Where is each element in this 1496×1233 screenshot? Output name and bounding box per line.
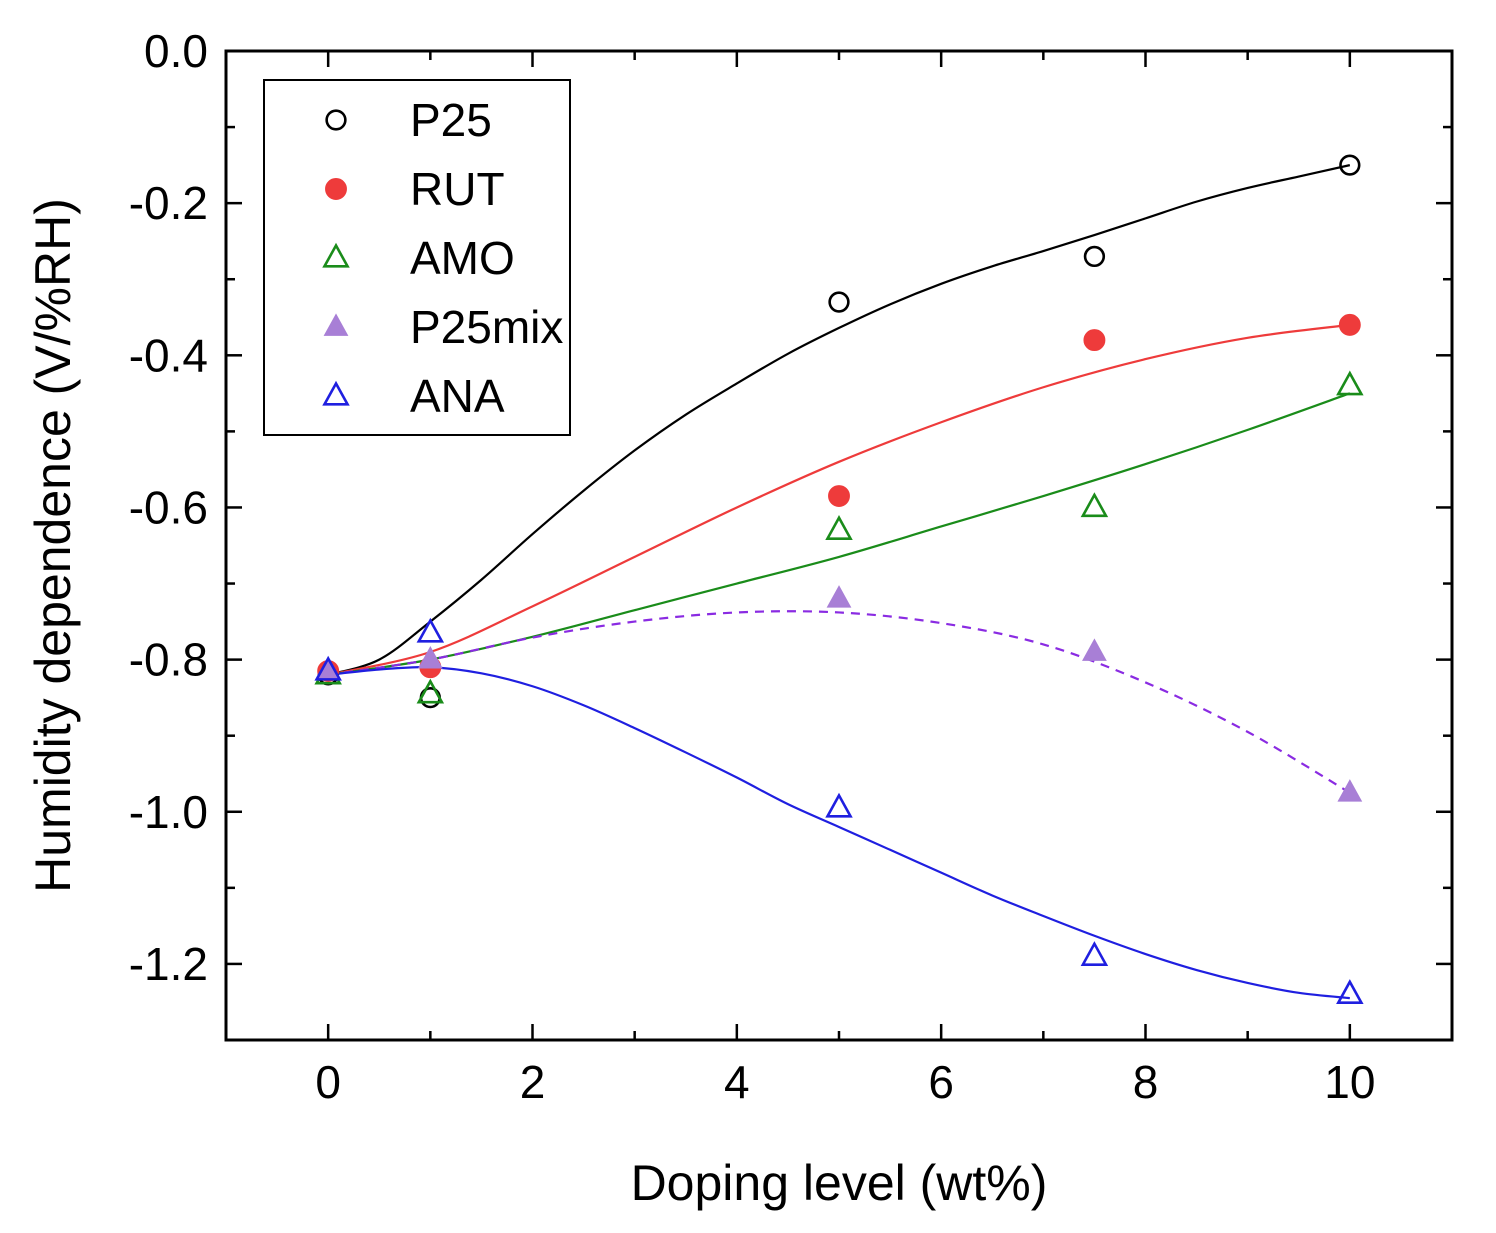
legend-item-p25: P25	[325, 94, 492, 146]
x-tick-label: 8	[1133, 1056, 1159, 1108]
point-amo	[1336, 370, 1364, 396]
y-tick-label: -0.2	[129, 177, 208, 229]
y-tick-label: -1.2	[129, 938, 208, 990]
fit-curve-ana	[328, 665, 1350, 1000]
point-ana	[825, 792, 853, 818]
legend-label-p25mix: P25mix	[410, 301, 563, 353]
legend-label-ana: ANA	[410, 370, 505, 422]
legend-marker-rut	[325, 178, 347, 200]
point-rut	[1338, 313, 1361, 336]
legend-marker-ana	[322, 380, 350, 406]
legend-label-p25: P25	[410, 94, 492, 146]
legend-marker-p25mix	[323, 313, 349, 336]
point-rut	[828, 485, 850, 507]
point-p25mix	[417, 646, 443, 669]
x-tick-label: 2	[520, 1056, 546, 1108]
x-tick-label: 10	[1324, 1056, 1375, 1108]
data-points	[314, 154, 1364, 1005]
fit-curve-p25mix	[328, 610, 1351, 794]
tick-labels: 0 2 4 6 8 10 0.0 -0.2 -0.4 -0.6 -0.8 -1.0 -1.2	[129, 25, 1376, 1108]
point-p25mix	[826, 585, 852, 608]
y-tick-label: -0.8	[129, 634, 208, 686]
fit-curves	[327, 164, 1351, 1000]
point-ana	[1080, 941, 1109, 966]
y-tick-label: -1.0	[129, 786, 208, 838]
point-rut	[1083, 329, 1106, 352]
axis-ticks	[224, 49, 1454, 1042]
legend-marker-p25	[325, 109, 347, 131]
legend: P25 RUT AMO P25mix ANA	[263, 79, 571, 436]
x-tick-label: 0	[315, 1056, 341, 1108]
point-ana	[416, 617, 445, 643]
point-amo	[1080, 492, 1109, 518]
legend-label-amo: AMO	[410, 232, 515, 284]
x-tick-label: 6	[928, 1056, 954, 1108]
fit-curve-rut	[327, 323, 1350, 676]
y-tick-label: -0.6	[129, 481, 208, 533]
point-ana	[314, 655, 342, 681]
point-amo	[416, 678, 445, 704]
legend-marker-amo	[322, 242, 350, 268]
legend-label-rut: RUT	[410, 163, 505, 215]
y-tick-label: -0.4	[129, 329, 208, 381]
point-p25mix	[1082, 638, 1107, 661]
y-axis-title: Humidity dependence (V/%RH)	[25, 198, 81, 893]
legend-item-amo: AMO	[322, 232, 515, 284]
fit-curve-p25	[327, 164, 1351, 676]
x-tick-label: 4	[724, 1056, 750, 1108]
point-p25	[1339, 154, 1361, 176]
point-ana	[1336, 979, 1364, 1005]
point-p25	[828, 291, 850, 313]
legend-box	[263, 79, 571, 436]
point-p25	[1083, 245, 1106, 268]
y-tick-label: 0.0	[144, 25, 208, 77]
legend-item-rut: RUT	[325, 163, 505, 215]
x-axis-title: Doping level (wt%)	[631, 1155, 1048, 1211]
legend-item-p25mix: P25mix	[323, 301, 563, 353]
point-amo	[825, 515, 853, 540]
point-p25mix	[1337, 779, 1363, 802]
legend-item-ana: ANA	[322, 370, 505, 422]
